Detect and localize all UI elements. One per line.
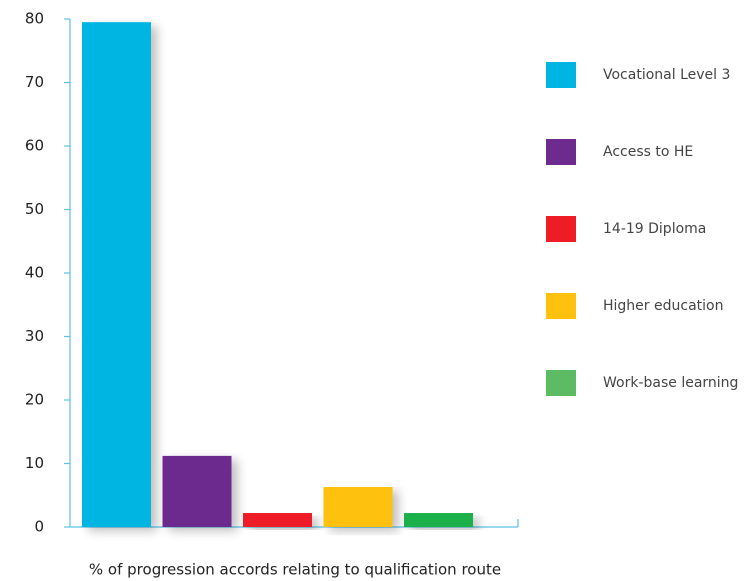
y-tick-label: 50: [25, 200, 44, 218]
y-tick-label: 0: [34, 518, 44, 536]
legend-label: Access to HE: [603, 144, 693, 160]
y-tick-label: 30: [25, 327, 44, 345]
bar: [243, 513, 312, 527]
y-tick-label: 40: [25, 264, 44, 282]
bar: [82, 22, 151, 528]
y-tick-label: 10: [25, 454, 44, 472]
y-tick-label: 70: [25, 73, 44, 91]
legend-swatch: [546, 62, 576, 88]
legend-swatch: [546, 139, 576, 165]
legend-swatch: [546, 216, 576, 242]
legend-swatch: [546, 293, 576, 319]
bar: [162, 455, 232, 527]
legend-swatch: [546, 370, 576, 396]
legend-label: Vocational Level 3: [603, 67, 730, 83]
legend-label: Work-base learning: [603, 375, 738, 391]
y-tick-label: 20: [25, 391, 44, 409]
bar: [323, 486, 393, 527]
y-tick-label: 60: [25, 137, 44, 155]
legend-label: 14-19 Diploma: [603, 221, 706, 237]
bar: [404, 513, 473, 527]
x-axis-label: % of progression accords relating to qua…: [89, 561, 501, 579]
legend-label: Higher education: [603, 298, 723, 314]
y-tick-label: 80: [25, 10, 44, 28]
